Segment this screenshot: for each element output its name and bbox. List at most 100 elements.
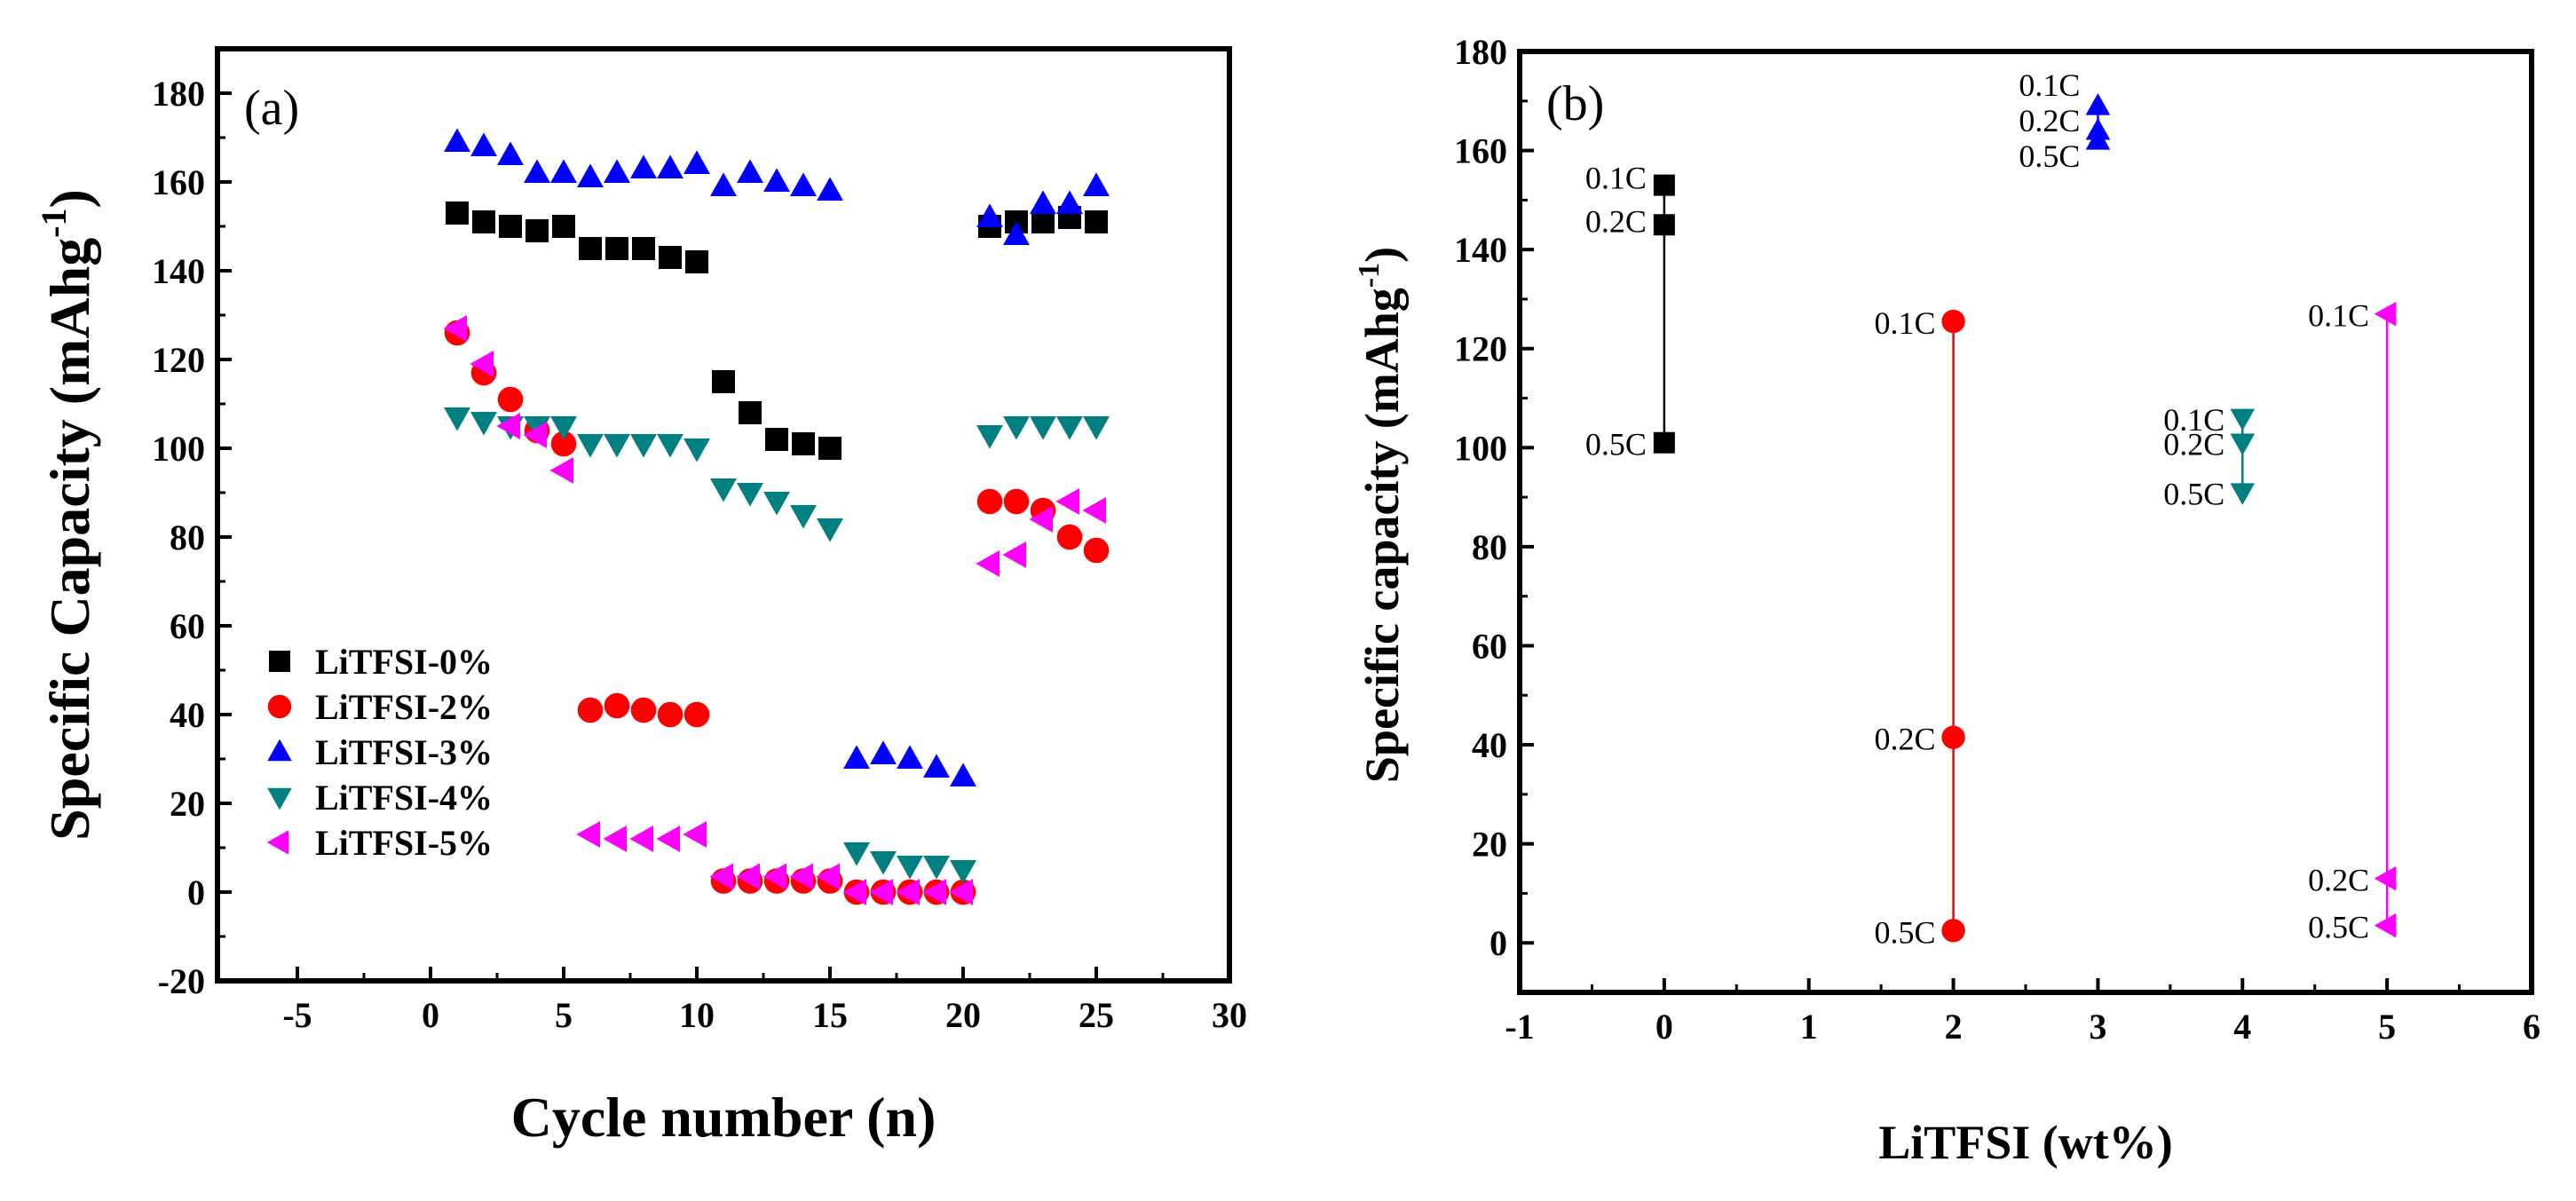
panel-a-point-litfsi-5 xyxy=(1082,497,1107,524)
panel-a: -5 0 5 10 15 20 25 30 -20 0 20 40 60 80 100 120 140 160 18… xyxy=(34,46,1247,1149)
panel-b-x-tick-label: -1 xyxy=(1505,1007,1534,1047)
panel-b-x-tick-label: 2 xyxy=(1945,1007,1963,1047)
panel-b-y-tick-label: 100 xyxy=(1454,428,1507,468)
panel-a-point-litfsi-3 xyxy=(524,159,550,184)
panel-a-point-litfsi-5 xyxy=(443,315,468,342)
panel-a-point-litfsi-0 xyxy=(712,370,735,393)
panel-b-rate-label-litfsi-5: 0.2C xyxy=(2308,863,2369,898)
panel-a-point-litfsi-5 xyxy=(789,863,814,890)
panel-b-rate-label-litfsi-0: 0.2C xyxy=(1585,203,1647,239)
panel-b-rate-label-litfsi-4: 0.1C xyxy=(2163,402,2224,438)
panel-b-point-litfsi-4 xyxy=(2230,408,2256,431)
panel-a-frame xyxy=(215,46,1232,984)
panel-a-x-tick-label: 10 xyxy=(679,995,715,1035)
panel-b-point-litfsi-3 xyxy=(2085,128,2111,150)
panel-b-y-tick-label: 140 xyxy=(1454,230,1507,270)
panel-a-point-litfsi-4 xyxy=(870,850,897,875)
legend-label-litfsi-5: LiTFSI-5% xyxy=(315,823,493,863)
panel-a-point-litfsi-2 xyxy=(976,488,1003,515)
panel-a-point-litfsi-5 xyxy=(709,863,734,890)
panel-b-rate-label-litfsi-2: 0.1C xyxy=(1875,305,1936,341)
panel-b-point-litfsi-0 xyxy=(1653,214,1675,236)
panel-a-point-litfsi-4 xyxy=(470,411,497,436)
panel-b-x-tick-label: 0 xyxy=(1655,1007,1673,1047)
panel-a-point-litfsi-3 xyxy=(923,754,950,778)
panel-a-point-litfsi-2 xyxy=(684,701,710,728)
panel-a-point-litfsi-4 xyxy=(710,478,737,502)
panel-b-point-litfsi-2 xyxy=(1941,919,1965,943)
panel-b-y-tick-label: 20 xyxy=(1472,825,1507,865)
panel-b-point-litfsi-5 xyxy=(2374,865,2397,891)
legend-label-litfsi-3: LiTFSI-3% xyxy=(315,732,493,772)
panel-a-point-litfsi-5 xyxy=(1055,488,1080,515)
panel-b-point-litfsi-4 xyxy=(2230,483,2256,505)
panel-b-rate-label-litfsi-3: 0.5C xyxy=(2019,138,2080,174)
legend-label-litfsi-0: LiTFSI-0% xyxy=(315,642,493,682)
panel-a-x-axis-title: Cycle number (n) xyxy=(511,1086,936,1149)
panel-a-y-tick-label: 100 xyxy=(152,429,205,469)
panel-b-rate-label-litfsi-5: 0.5C xyxy=(2308,910,2369,945)
panel-a-point-litfsi-5 xyxy=(603,826,628,852)
panel-a-point-litfsi-4 xyxy=(897,855,923,880)
panel-b-y-tick-label: 160 xyxy=(1454,131,1507,171)
panel-b-y-tick-label: 80 xyxy=(1472,527,1507,567)
legend-marker-litfsi-4 xyxy=(267,787,292,810)
panel-a-point-litfsi-2 xyxy=(497,386,524,413)
panel-a-point-litfsi-3 xyxy=(444,128,470,153)
panel-a-point-litfsi-0 xyxy=(659,246,682,269)
panel-b-y-axis-title-superscript: -1 xyxy=(1353,263,1386,288)
panel-a-point-litfsi-5 xyxy=(763,863,787,890)
panel-a-point-litfsi-5 xyxy=(896,879,921,905)
panel-a-x-tick-label: 25 xyxy=(1079,995,1114,1035)
panel-b-point-litfsi-5 xyxy=(2374,913,2397,938)
panel-a-point-litfsi-4 xyxy=(1056,415,1083,440)
legend-marker-litfsi-3 xyxy=(267,739,292,762)
panel-a-point-litfsi-0 xyxy=(1085,210,1108,233)
panel-a-point-litfsi-3 xyxy=(950,762,976,787)
panel-a-y-tick-label: 120 xyxy=(152,340,205,380)
panel-a-point-litfsi-5 xyxy=(496,413,521,439)
panel-a-point-litfsi-2 xyxy=(630,697,657,723)
panel-b-y-tick-label: 40 xyxy=(1472,725,1507,765)
panel-a-point-litfsi-0 xyxy=(446,201,469,225)
panel-a-y-tick-label: 180 xyxy=(152,74,205,114)
panel-a-point-litfsi-2 xyxy=(1083,537,1110,564)
panel-a-point-litfsi-3 xyxy=(763,168,790,193)
panel-a-point-litfsi-3 xyxy=(550,159,577,184)
panel-b-y-axis-title-main: Specific capacity (mAhg xyxy=(1355,288,1409,783)
panel-a-x-tick-label: -5 xyxy=(282,995,312,1035)
panel-a-point-litfsi-3 xyxy=(790,172,817,197)
panel-b-y-axis-title-close: ) xyxy=(1355,247,1409,263)
panel-a-y-tick-label: 40 xyxy=(170,695,205,735)
panel-b-y-tick-label: 120 xyxy=(1454,329,1507,369)
panel-a-y-tick-label: -20 xyxy=(158,961,205,1001)
legend-marker-litfsi-2 xyxy=(267,694,292,719)
panel-a-point-litfsi-4 xyxy=(684,438,710,462)
panel-a-point-litfsi-5 xyxy=(523,422,548,448)
panel-b-point-litfsi-0 xyxy=(1653,431,1675,454)
panel-a-point-litfsi-4 xyxy=(1003,415,1030,440)
panel-a-point-litfsi-3 xyxy=(870,740,897,765)
panel-a-point-litfsi-0 xyxy=(579,237,602,260)
legend-marker-litfsi-5 xyxy=(266,830,289,855)
panel-a-point-litfsi-3 xyxy=(897,745,923,770)
panel-b-point-litfsi-0 xyxy=(1653,174,1675,196)
panel-b-x-tick-label: 4 xyxy=(2233,1007,2251,1047)
panel-a-point-litfsi-0 xyxy=(632,237,655,260)
panel-b-rate-label-litfsi-0: 0.5C xyxy=(1585,427,1647,462)
panel-a-point-litfsi-3 xyxy=(817,177,843,201)
panel-a-y-axis-title-main: Specific Capacity (mAhg xyxy=(38,238,101,841)
panel-b-point-litfsi-2 xyxy=(1941,309,1965,334)
panel-a-x-tick-label: 5 xyxy=(555,995,573,1035)
panel-a-point-litfsi-0 xyxy=(605,237,628,260)
panel-b-rate-label-litfsi-4: 0.2C xyxy=(2163,427,2224,462)
panel-a-point-litfsi-4 xyxy=(657,433,684,458)
panel-a-point-litfsi-3 xyxy=(976,203,1003,228)
panel-b-x-tick-label: 1 xyxy=(1800,1007,1818,1047)
panel-a-point-litfsi-0 xyxy=(1031,210,1055,233)
panel-a-y-tick-label: 0 xyxy=(187,873,205,913)
panel-a-point-litfsi-0 xyxy=(472,210,495,233)
panel-a-point-litfsi-3 xyxy=(604,159,630,184)
panel-a-point-litfsi-5 xyxy=(869,879,894,905)
